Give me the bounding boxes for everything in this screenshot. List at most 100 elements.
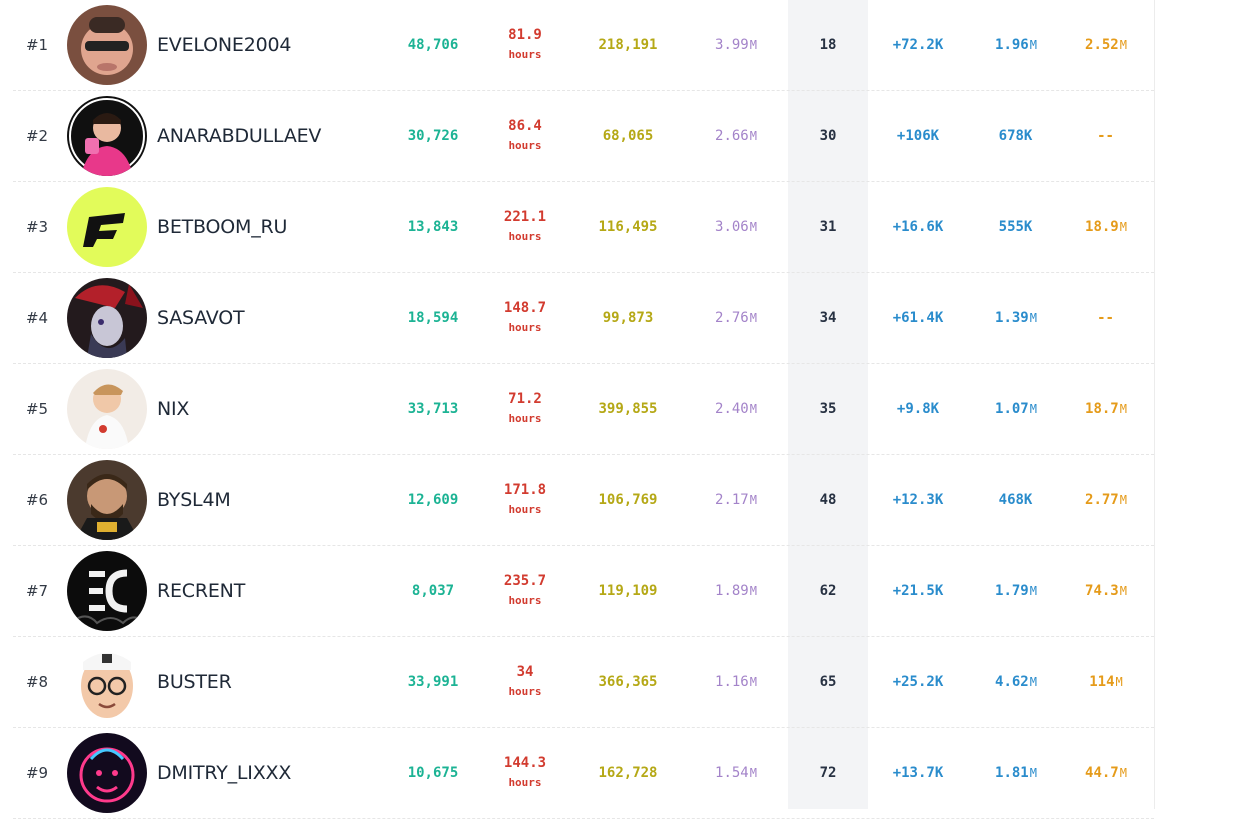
total-views-value: 18.9 M [1056,182,1156,272]
rank-number: #9 [25,764,49,782]
total-number: 1.79 [995,583,1029,599]
watch-time-value: 3.06 M [686,182,786,272]
hours-streamed: 144.3 hours [475,728,575,818]
streamer-name-link[interactable]: BUSTER [157,671,232,693]
hours-unit: hours [508,412,542,425]
rank-number: #1 [25,36,49,54]
global-rank-value: 62 [819,583,837,599]
total-number: 4.62 [995,674,1029,690]
table-row[interactable]: #1 EVELONE2004 48,706 81.9 hours 218,191 3.99 M… [13,0,1154,91]
rank-number: #7 [25,582,49,600]
watch-number: 3.06 [715,219,749,235]
streamer-name-link[interactable]: BYSL4M [157,489,231,511]
rank-number: #4 [25,309,49,327]
total-followers-value: 4.62 M [966,637,1066,727]
watch-suffix: M [749,402,757,416]
table-row[interactable]: #2 ANARABDULLAEV 30,726 86.4 hours 68,065 2.66… [13,91,1154,182]
streamer-name-link[interactable]: BETBOOM_RU [157,216,288,238]
hours-streamed: 235.7 hours [475,546,575,636]
followers-value: 8,037 [411,583,455,599]
global-rank-value: 30 [819,128,837,144]
betboom-logo-icon [67,187,147,267]
hours-unit: hours [508,594,542,607]
watch-time-value: 2.66 M [686,91,786,181]
avatar[interactable] [67,0,147,90]
streamer-name-link[interactable]: ANARABDULLAEV [157,125,322,147]
total-number: 1.96 [995,37,1029,53]
views-number: 44.7 [1085,765,1119,781]
table-row[interactable]: #5 NIX 33,713 71.2 hours 399,855 2.40 M 35 +9.8K 1… [13,364,1154,455]
followers-value: 18,594 [407,310,459,326]
avatar[interactable] [67,546,147,636]
hours-value: 71.2 [508,391,542,407]
watch-suffix: M [749,766,757,780]
streamer-name-link[interactable]: RECRENT [157,580,246,602]
streamer-name-link[interactable]: NIX [157,398,190,420]
watch-suffix: M [749,493,757,507]
peak-viewers-value: 399,855 [598,401,658,417]
views-suffix: M [1115,675,1123,689]
views-suffix: M [1119,38,1127,52]
avatar[interactable] [67,182,147,272]
total-followers-value: 468K [966,455,1066,545]
views-suffix: M [1119,766,1127,780]
total-followers-value: 1.79 M [966,546,1066,636]
avatar[interactable] [67,273,147,363]
hours-value: 221.1 [503,209,547,225]
total-number: 555K [998,219,1033,235]
followers-value: 13,843 [407,219,459,235]
table-row[interactable]: #3 BETBOOM_RU 13,843 221.1 hours 116,495 3.06 M… [13,182,1154,273]
views-suffix: M [1119,493,1127,507]
table-row[interactable]: #4 SASAVOT 18,594 148.7 hours 99,873 2.76 M 34 +6… [13,273,1154,364]
sasavot-avatar-icon [67,278,147,358]
total-views-value: 2.77 M [1056,455,1156,545]
total-suffix: M [1029,766,1037,780]
streamer-name-link[interactable]: EVELONE2004 [157,34,292,56]
total-suffix: M [1029,38,1037,52]
hours-streamed: 221.1 hours [475,182,575,272]
avatar[interactable] [67,91,147,181]
total-followers-value: 1.07 M [966,364,1066,454]
followers-value: 33,991 [407,674,459,690]
rank-number: #3 [25,218,49,236]
hours-unit: hours [508,503,542,516]
streamer-name-link[interactable]: SASAVOT [157,307,245,329]
hours-streamed: 81.9 hours [475,0,575,90]
recrent-logo-icon [67,551,147,631]
table-row[interactable]: #7 RECRENT 8,037 235.7 hours 119,109 1.89 M 62 +2… [13,546,1154,637]
avatar[interactable] [67,364,147,454]
peak-viewers-value: 119,109 [598,583,658,599]
avatar[interactable] [67,637,147,727]
table-row[interactable]: #6 BYSL4M 12,609 171.8 hours 106,769 2.17 M 48 +1… [13,455,1154,546]
hours-value: 81.9 [508,27,542,43]
total-followers-value: 555K [966,182,1066,272]
total-views-value: -- [1056,273,1156,363]
watch-number: 1.54 [715,765,749,781]
hours-streamed: 148.7 hours [475,273,575,363]
follower-gain-value: +106K [896,128,940,144]
total-followers-value: 678K [966,91,1066,181]
rank-number: #5 [25,400,49,418]
peak-viewers-value: 99,873 [602,310,654,326]
avatar[interactable] [67,728,147,818]
hours-value: 144.3 [503,755,547,771]
table-row[interactable]: #9 DMITRY_LIXXX 10,675 144.3 hours 162,728 1.5… [13,728,1154,819]
total-followers-value: 1.81 M [966,728,1066,818]
table-row[interactable]: #8 BUSTER 33,991 34 hours 366,365 1.16 M 65 +25.2… [13,637,1154,728]
views-number: 2.52 [1085,37,1119,53]
global-rank-value: 18 [819,37,837,53]
total-number: 1.07 [995,401,1029,417]
streamer-name-link[interactable]: DMITRY_LIXXX [157,762,292,784]
total-views-value: -- [1056,91,1156,181]
total-number: 678K [998,128,1033,144]
rank-number: #6 [25,491,49,509]
views-number: 114 [1089,674,1115,690]
avatar[interactable] [67,455,147,545]
nix-avatar-icon [67,369,147,449]
follower-gain-value: +16.6K [892,219,944,235]
views-number: -- [1097,310,1114,326]
watch-number: 2.17 [715,492,749,508]
hours-unit: hours [508,139,542,152]
hours-unit: hours [508,776,542,789]
watch-time-value: 3.99 M [686,0,786,90]
